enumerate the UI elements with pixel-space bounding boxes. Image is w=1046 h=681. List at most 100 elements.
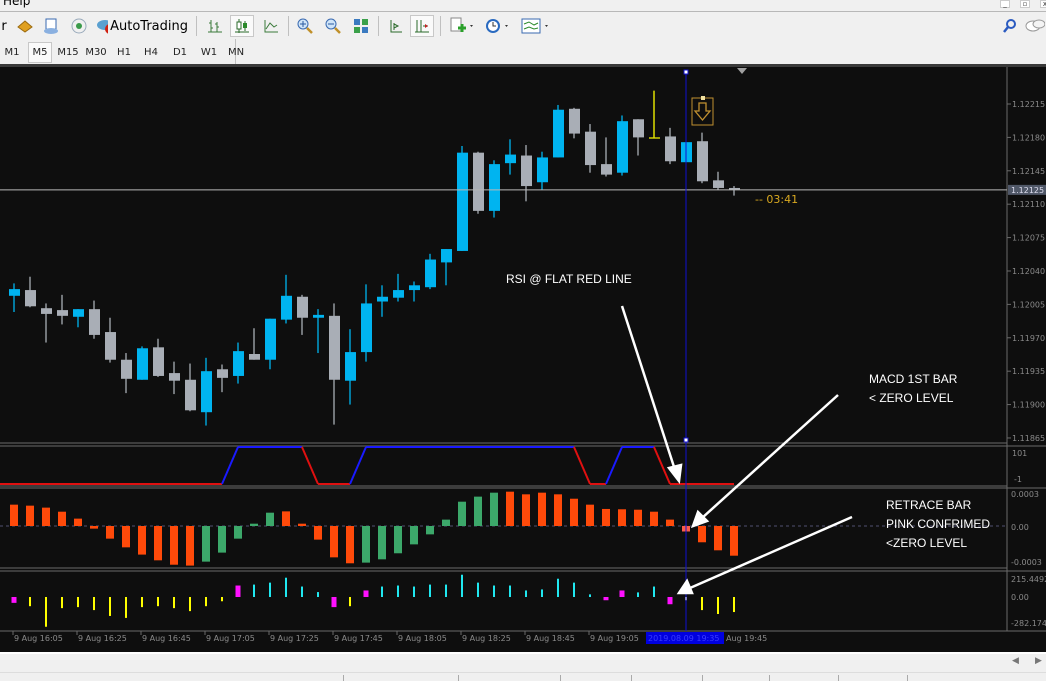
candle-body	[489, 164, 500, 211]
candle	[473, 152, 484, 214]
autoscroll-icon[interactable]	[410, 15, 434, 37]
oscillator-bar	[253, 585, 255, 597]
navigator-icon[interactable]	[40, 15, 62, 37]
candle	[425, 254, 436, 289]
price-tick-label: 1.12215	[1012, 100, 1045, 109]
rsi-segment	[302, 447, 318, 484]
templates-dropdown[interactable]	[518, 15, 554, 37]
crosshair-handle-bottom[interactable]	[684, 438, 688, 442]
macd-bar	[138, 526, 146, 555]
autotrading-button[interactable]: AutoTrading	[96, 15, 188, 37]
candle	[313, 309, 324, 353]
zoom-in-icon[interactable]	[294, 15, 316, 37]
oscillator-bar	[93, 597, 95, 610]
candle	[649, 91, 660, 139]
macd-bar	[650, 512, 658, 526]
macd-histogram	[10, 492, 738, 566]
macd-annotation-arrow	[702, 395, 838, 518]
rsi-segment	[654, 447, 670, 484]
candle-body	[249, 354, 260, 360]
annotation-retrace-line1: RETRACE BAR	[886, 496, 990, 515]
timeframes-toolbar: M1 M5 M15 M30 H1 H4 D1 W1 MN	[0, 39, 236, 65]
candles	[9, 91, 740, 426]
periods-icon	[484, 17, 512, 35]
oscillator-bar	[445, 585, 447, 597]
chart-shift-marker-icon[interactable]	[737, 68, 747, 74]
timeframe-d1[interactable]: D1	[168, 42, 192, 63]
candlestick-icon[interactable]	[230, 15, 254, 37]
time-tick-label: 9 Aug 18:25	[462, 634, 511, 643]
candle-body	[361, 303, 372, 352]
timeframe-w1[interactable]: W1	[197, 42, 221, 63]
close-button[interactable]: x	[1040, 0, 1046, 8]
candle	[201, 358, 212, 426]
osc-axis-zero: 0.00	[1011, 593, 1029, 602]
timeframe-h4[interactable]: H4	[139, 42, 163, 63]
timeframe-h1[interactable]: H1	[112, 42, 136, 63]
candle-body	[217, 369, 228, 378]
timeframe-m5[interactable]: M5	[28, 42, 52, 63]
scroll-left-icon[interactable]: ◀	[1012, 656, 1019, 666]
oscillator-bar	[397, 586, 399, 597]
menu-help[interactable]: Help	[3, 0, 30, 8]
macd-bar	[634, 510, 642, 526]
bar-chart-icon[interactable]	[204, 15, 226, 37]
indicators-dropdown[interactable]	[446, 15, 478, 37]
macd-bar	[202, 526, 210, 562]
price-chart[interactable]: 1.122151.121801.121451.121101.120751.120…	[0, 67, 1046, 655]
oscillator-bar	[525, 590, 527, 597]
restore-button[interactable]: ▫	[1020, 0, 1030, 8]
macd-bar	[362, 526, 370, 563]
candle-body	[617, 121, 628, 173]
tile-windows-icon[interactable]	[350, 15, 372, 37]
timeframe-mn[interactable]: MN	[224, 42, 248, 63]
price-axis: 1.122151.121801.121451.121101.120751.120…	[1007, 100, 1045, 443]
osc-axis-min: -282.174	[1011, 619, 1046, 628]
time-tick-label: 9 Aug 16:45	[142, 634, 191, 643]
scroll-right-icon[interactable]: ▶	[1035, 656, 1042, 666]
candle	[409, 281, 420, 301]
candle	[377, 285, 388, 316]
zoom-out-icon[interactable]	[322, 15, 344, 37]
market-watch-icon[interactable]	[14, 15, 36, 37]
candle-body	[697, 141, 708, 181]
oscillator-bar	[429, 585, 431, 597]
oscillator-bar	[205, 597, 207, 606]
timeframe-m30[interactable]: M30	[84, 42, 108, 63]
signals-icon[interactable]	[68, 15, 90, 37]
oscillator-bar	[269, 583, 271, 597]
oscillator-bar	[77, 597, 79, 607]
oscillator-bar	[493, 586, 495, 597]
candle-body	[57, 310, 68, 316]
periods-dropdown[interactable]	[482, 15, 514, 37]
time-tick-label: 9 Aug 17:05	[206, 634, 255, 643]
indicators-icon	[448, 17, 476, 35]
candle	[185, 364, 196, 412]
line-chart-icon[interactable]	[260, 15, 282, 37]
down-arrow-icon[interactable]	[692, 96, 713, 125]
candle-body	[505, 155, 516, 164]
rsi-segment	[606, 447, 622, 484]
crosshair-handle-top[interactable]	[684, 70, 688, 74]
arrowhead-icon	[679, 581, 692, 593]
candle	[345, 329, 356, 404]
oscillator-bar	[733, 597, 735, 612]
macd-bar	[570, 499, 578, 526]
chart-shift-icon[interactable]	[384, 15, 406, 37]
macd-bar	[186, 526, 194, 566]
timeframe-m1[interactable]: M1	[0, 42, 24, 63]
rsi-axis-max: 101	[1012, 449, 1027, 458]
minimize-button[interactable]: _	[1000, 0, 1010, 8]
chat-icon[interactable]	[1024, 15, 1046, 37]
rsi-segment	[350, 447, 366, 484]
candle	[57, 295, 68, 325]
oscillator-bar	[461, 575, 463, 597]
macd-bar	[42, 508, 50, 526]
candle-body	[169, 373, 180, 381]
candle	[249, 328, 260, 359]
macd-bar	[554, 494, 562, 526]
search-icon[interactable]	[1000, 15, 1020, 37]
timeframe-m15[interactable]: M15	[56, 42, 80, 63]
time-tick-label: 9 Aug 17:45	[334, 634, 383, 643]
